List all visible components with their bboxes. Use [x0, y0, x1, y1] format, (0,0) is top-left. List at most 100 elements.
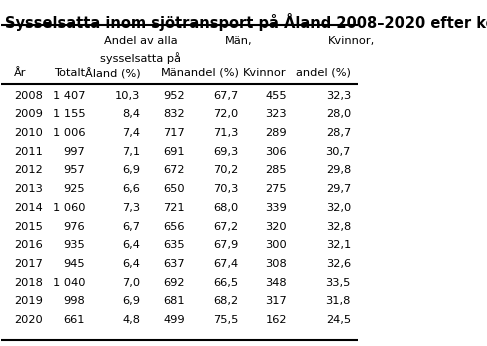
Text: 635: 635 [164, 240, 185, 250]
Text: 2011: 2011 [14, 147, 43, 157]
Text: 2013: 2013 [14, 184, 43, 194]
Text: 998: 998 [63, 297, 85, 307]
Text: 7,3: 7,3 [122, 203, 141, 213]
Text: 2015: 2015 [14, 221, 43, 231]
Text: 2017: 2017 [14, 259, 43, 269]
Text: 997: 997 [63, 147, 85, 157]
Text: 1 060: 1 060 [53, 203, 85, 213]
Text: 832: 832 [164, 109, 185, 119]
Text: Män,: Män, [225, 36, 252, 46]
Text: 1 407: 1 407 [53, 91, 85, 101]
Text: 285: 285 [265, 165, 287, 175]
Text: Män: Män [161, 68, 185, 78]
Text: 162: 162 [265, 315, 287, 325]
Text: 32,0: 32,0 [326, 203, 351, 213]
Text: 66,5: 66,5 [213, 278, 239, 288]
Text: 499: 499 [164, 315, 185, 325]
Text: 2020: 2020 [14, 315, 43, 325]
Text: 1 006: 1 006 [53, 128, 85, 138]
Text: 2010: 2010 [14, 128, 43, 138]
Text: 455: 455 [265, 91, 287, 101]
Text: 2014: 2014 [14, 203, 43, 213]
Text: 29,8: 29,8 [326, 165, 351, 175]
Text: Totalt: Totalt [54, 68, 85, 78]
Text: 348: 348 [265, 278, 287, 288]
Text: 320: 320 [265, 221, 287, 231]
Text: 69,3: 69,3 [213, 147, 239, 157]
Text: 952: 952 [164, 91, 185, 101]
Text: 691: 691 [164, 147, 185, 157]
Text: 925: 925 [64, 184, 85, 194]
Text: 7,1: 7,1 [122, 147, 141, 157]
Text: 721: 721 [164, 203, 185, 213]
Text: andel (%): andel (%) [184, 68, 239, 78]
Text: 2019: 2019 [14, 297, 43, 307]
Text: 317: 317 [265, 297, 287, 307]
Text: Kvinnor: Kvinnor [243, 68, 287, 78]
Text: 976: 976 [64, 221, 85, 231]
Text: 2012: 2012 [14, 165, 43, 175]
Text: 33,5: 33,5 [326, 278, 351, 288]
Text: 1 155: 1 155 [53, 109, 85, 119]
Text: 10,3: 10,3 [115, 91, 141, 101]
Text: 28,0: 28,0 [326, 109, 351, 119]
Text: 32,6: 32,6 [326, 259, 351, 269]
Text: 24,5: 24,5 [326, 315, 351, 325]
Text: 6,4: 6,4 [123, 259, 141, 269]
Text: 32,1: 32,1 [326, 240, 351, 250]
Text: 2018: 2018 [14, 278, 43, 288]
Text: 339: 339 [265, 203, 287, 213]
Text: 67,2: 67,2 [213, 221, 239, 231]
Text: 6,9: 6,9 [123, 165, 141, 175]
Text: 650: 650 [164, 184, 185, 194]
Text: 672: 672 [164, 165, 185, 175]
Text: 71,3: 71,3 [213, 128, 239, 138]
Text: År: År [14, 68, 26, 78]
Text: 1 040: 1 040 [53, 278, 85, 288]
Text: 7,4: 7,4 [123, 128, 141, 138]
Text: 6,6: 6,6 [123, 184, 141, 194]
Text: 306: 306 [265, 147, 287, 157]
Text: 8,4: 8,4 [123, 109, 141, 119]
Text: sysselsatta på: sysselsatta på [100, 52, 181, 64]
Text: 72,0: 72,0 [213, 109, 239, 119]
Text: 6,9: 6,9 [123, 297, 141, 307]
Text: 300: 300 [265, 240, 287, 250]
Text: 637: 637 [164, 259, 185, 269]
Text: 67,9: 67,9 [213, 240, 239, 250]
Text: Åland (%): Åland (%) [85, 68, 141, 79]
Text: 289: 289 [265, 128, 287, 138]
Text: 6,4: 6,4 [123, 240, 141, 250]
Text: 28,7: 28,7 [326, 128, 351, 138]
Text: 2016: 2016 [14, 240, 43, 250]
Text: 6,7: 6,7 [123, 221, 141, 231]
Text: 7,0: 7,0 [122, 278, 141, 288]
Text: 32,3: 32,3 [326, 91, 351, 101]
Text: 2008: 2008 [14, 91, 43, 101]
Text: 661: 661 [64, 315, 85, 325]
Text: 4,8: 4,8 [123, 315, 141, 325]
Text: andel (%): andel (%) [296, 68, 351, 78]
Text: 31,8: 31,8 [326, 297, 351, 307]
Text: 29,7: 29,7 [326, 184, 351, 194]
Text: Sysselsatta inom sjötransport på Åland 2008–2020 efter kön: Sysselsatta inom sjötransport på Åland 2… [5, 13, 487, 31]
Text: 2009: 2009 [14, 109, 43, 119]
Text: 945: 945 [64, 259, 85, 269]
Text: 275: 275 [265, 184, 287, 194]
Text: 681: 681 [164, 297, 185, 307]
Text: 30,7: 30,7 [326, 147, 351, 157]
Text: 68,0: 68,0 [213, 203, 239, 213]
Text: 692: 692 [164, 278, 185, 288]
Text: 70,3: 70,3 [213, 184, 239, 194]
Text: 67,7: 67,7 [213, 91, 239, 101]
Text: Andel av alla: Andel av alla [104, 36, 177, 46]
Text: 717: 717 [163, 128, 185, 138]
Text: 70,2: 70,2 [213, 165, 239, 175]
Text: 32,8: 32,8 [326, 221, 351, 231]
Text: 957: 957 [63, 165, 85, 175]
Text: 67,4: 67,4 [213, 259, 239, 269]
Text: 656: 656 [164, 221, 185, 231]
Text: 75,5: 75,5 [213, 315, 239, 325]
Text: 323: 323 [265, 109, 287, 119]
Text: 935: 935 [63, 240, 85, 250]
